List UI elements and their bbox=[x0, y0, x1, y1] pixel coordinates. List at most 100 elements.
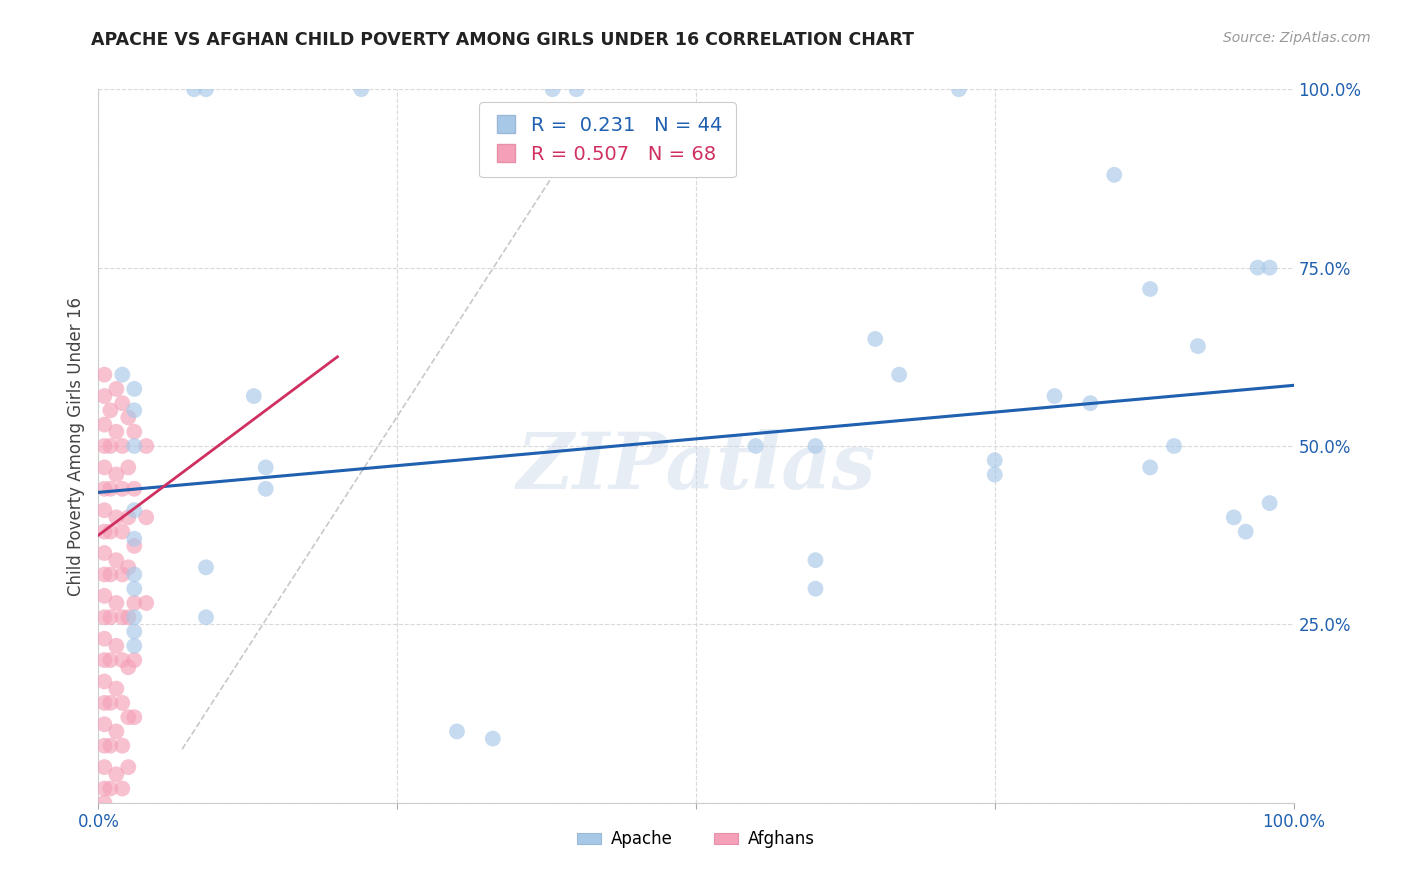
Point bbox=[1234, 524, 1257, 539]
Y-axis label: Child Poverty Among Girls Under 16: Child Poverty Among Girls Under 16 bbox=[67, 296, 86, 596]
Point bbox=[105, 596, 128, 610]
Text: Source: ZipAtlas.com: Source: ZipAtlas.com bbox=[1223, 31, 1371, 45]
Point bbox=[195, 610, 218, 624]
Point bbox=[93, 696, 115, 710]
Point bbox=[93, 460, 115, 475]
Point bbox=[93, 653, 115, 667]
Point bbox=[105, 724, 128, 739]
Point bbox=[105, 767, 128, 781]
Point bbox=[111, 368, 134, 382]
Point bbox=[111, 439, 134, 453]
Point bbox=[243, 389, 266, 403]
Point bbox=[481, 731, 505, 746]
Point bbox=[124, 382, 146, 396]
Point bbox=[93, 524, 115, 539]
Point bbox=[1043, 389, 1066, 403]
Point bbox=[124, 403, 146, 417]
Point bbox=[124, 624, 146, 639]
Point bbox=[124, 425, 146, 439]
Point bbox=[804, 439, 827, 453]
Point bbox=[105, 510, 128, 524]
Point bbox=[93, 632, 115, 646]
Point bbox=[446, 724, 468, 739]
Point bbox=[565, 82, 588, 96]
Point bbox=[93, 546, 115, 560]
Point bbox=[124, 653, 146, 667]
Point bbox=[1139, 460, 1161, 475]
Point bbox=[1080, 396, 1102, 410]
Point bbox=[93, 368, 115, 382]
Point bbox=[254, 482, 277, 496]
Point bbox=[111, 653, 134, 667]
Point bbox=[124, 582, 146, 596]
Point bbox=[984, 467, 1007, 482]
Point bbox=[195, 82, 218, 96]
Point bbox=[93, 389, 115, 403]
Point bbox=[98, 653, 122, 667]
Point bbox=[124, 439, 146, 453]
Point bbox=[93, 674, 115, 689]
Point bbox=[117, 660, 139, 674]
Point bbox=[105, 639, 128, 653]
Point bbox=[1258, 260, 1281, 275]
Point bbox=[124, 710, 146, 724]
Point bbox=[98, 739, 122, 753]
Point bbox=[1187, 339, 1209, 353]
Point bbox=[804, 553, 827, 567]
Point bbox=[111, 482, 134, 496]
Point bbox=[105, 553, 128, 567]
Point bbox=[889, 368, 911, 382]
Point bbox=[93, 796, 115, 810]
Point bbox=[135, 510, 157, 524]
Point bbox=[124, 567, 146, 582]
Point bbox=[1139, 282, 1161, 296]
Point bbox=[111, 396, 134, 410]
Point bbox=[124, 503, 146, 517]
Point bbox=[111, 567, 134, 582]
Point bbox=[93, 417, 115, 432]
Point bbox=[350, 82, 373, 96]
Point bbox=[105, 425, 128, 439]
Point bbox=[93, 610, 115, 624]
Point bbox=[1104, 168, 1126, 182]
Point bbox=[93, 589, 115, 603]
Point bbox=[98, 696, 122, 710]
Point bbox=[98, 610, 122, 624]
Point bbox=[541, 82, 564, 96]
Point bbox=[117, 610, 139, 624]
Point bbox=[1247, 260, 1270, 275]
Point bbox=[124, 539, 146, 553]
Point bbox=[195, 560, 218, 574]
Point bbox=[124, 610, 146, 624]
Point bbox=[117, 510, 139, 524]
Point bbox=[804, 582, 827, 596]
Point bbox=[1163, 439, 1185, 453]
Point bbox=[98, 781, 122, 796]
Point bbox=[93, 482, 115, 496]
Point bbox=[135, 439, 157, 453]
Point bbox=[111, 781, 134, 796]
Point bbox=[93, 781, 115, 796]
Point bbox=[111, 739, 134, 753]
Point bbox=[124, 596, 146, 610]
Point bbox=[98, 403, 122, 417]
Point bbox=[117, 760, 139, 774]
Point bbox=[135, 596, 157, 610]
Point bbox=[98, 482, 122, 496]
Point bbox=[117, 410, 139, 425]
Point bbox=[105, 681, 128, 696]
Point bbox=[124, 482, 146, 496]
Point bbox=[984, 453, 1007, 467]
Point bbox=[93, 567, 115, 582]
Point bbox=[111, 524, 134, 539]
Point bbox=[948, 82, 970, 96]
Point bbox=[93, 717, 115, 731]
Point bbox=[93, 739, 115, 753]
Text: APACHE VS AFGHAN CHILD POVERTY AMONG GIRLS UNDER 16 CORRELATION CHART: APACHE VS AFGHAN CHILD POVERTY AMONG GIR… bbox=[91, 31, 914, 49]
Point bbox=[117, 460, 139, 475]
Point bbox=[254, 460, 277, 475]
Point bbox=[105, 467, 128, 482]
Point bbox=[105, 382, 128, 396]
Point bbox=[117, 560, 139, 574]
Point bbox=[98, 567, 122, 582]
